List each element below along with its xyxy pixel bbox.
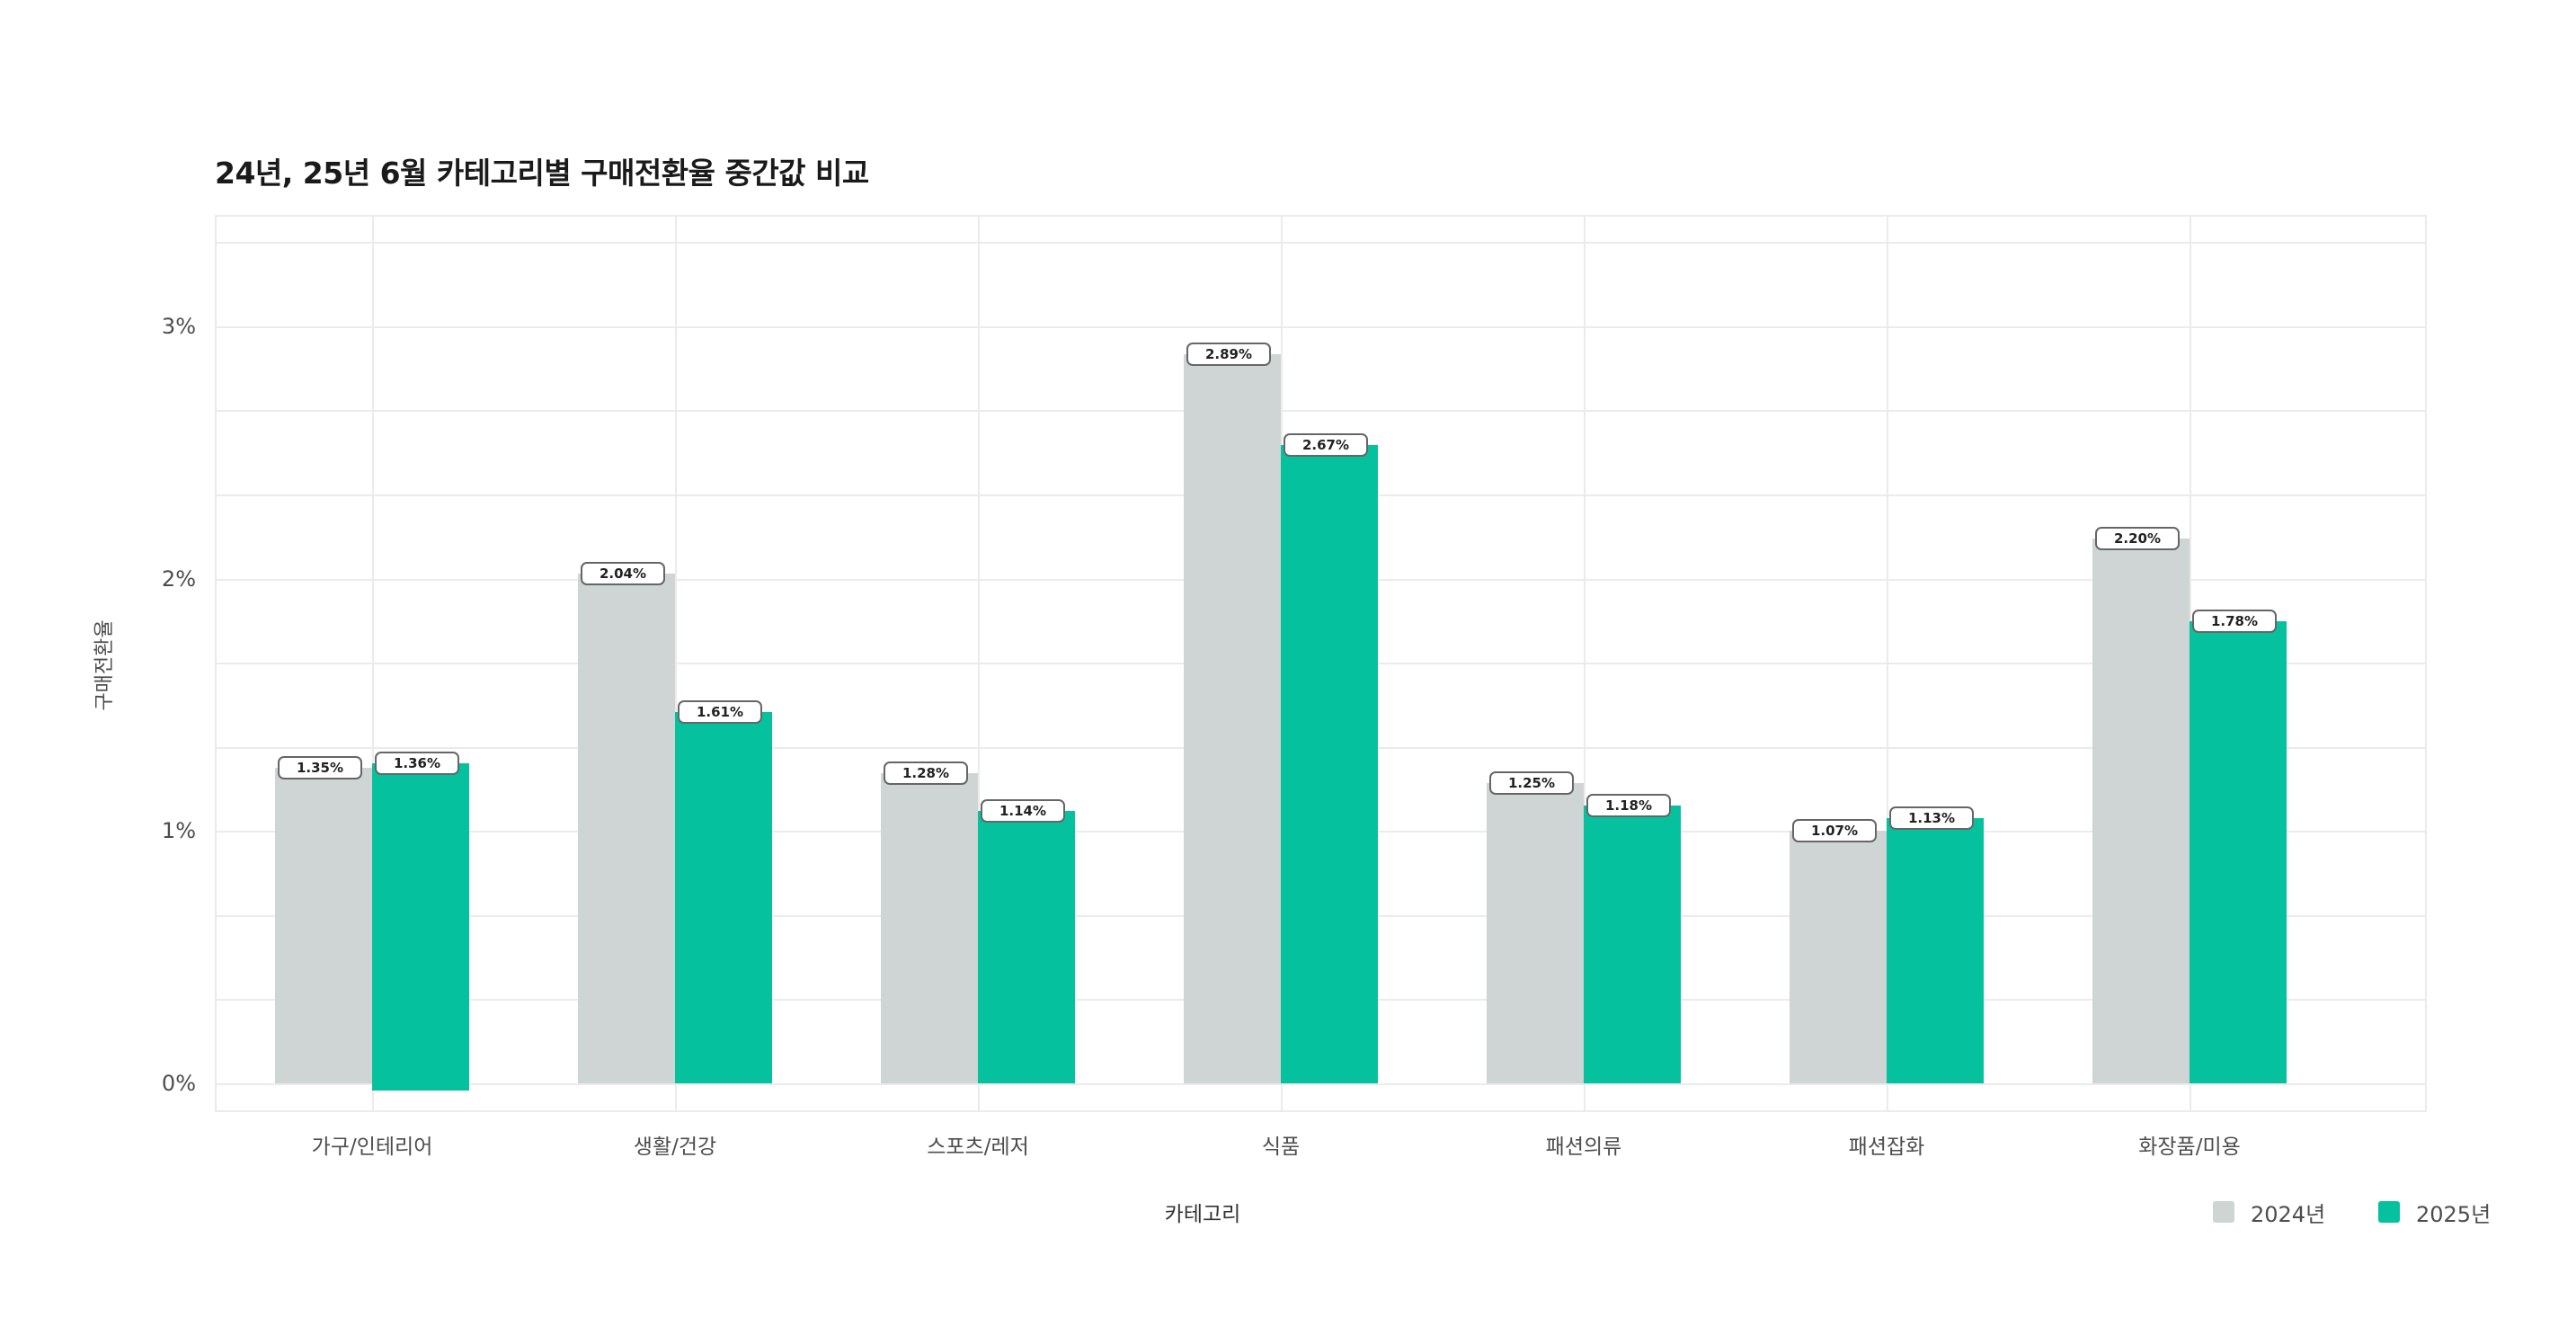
value-label: 2.89%	[1186, 342, 1271, 366]
y-axis-title: 구매전환율	[93, 619, 116, 711]
legend-label-2024: 2024년	[2251, 1201, 2326, 1227]
h-gridline	[217, 1083, 2425, 1085]
h-gridline	[217, 242, 2425, 245]
bar-2024[interactable]	[1790, 831, 1887, 1083]
v-gridline	[1584, 217, 1586, 1110]
x-tick-label: 패션의류	[1545, 1135, 1622, 1159]
v-gridline	[372, 217, 374, 1110]
x-tick-label: 생활/건강	[633, 1135, 717, 1159]
value-label: 2.67%	[1284, 432, 1368, 457]
value-label: 1.35%	[278, 756, 362, 780]
bar-2024[interactable]	[1487, 782, 1584, 1083]
value-label: 1.18%	[1586, 794, 1671, 818]
x-tick-label: 스포츠/레저	[927, 1135, 1029, 1159]
bar-2024[interactable]	[578, 573, 675, 1083]
h-gridline	[217, 410, 2425, 413]
value-label: 1.13%	[1889, 806, 1974, 831]
legend-label-2025: 2025년	[2416, 1201, 2492, 1227]
x-tick-label: 화장품/미용	[2138, 1135, 2241, 1159]
value-label: 1.61%	[678, 700, 762, 725]
bar-2024[interactable]	[275, 768, 372, 1083]
legend-item-2024[interactable]: 2024년	[2213, 1201, 2325, 1227]
bar-2025[interactable]	[1584, 806, 1681, 1083]
value-label: 1.28%	[884, 761, 968, 785]
value-label: 1.36%	[375, 751, 459, 775]
y-tick-label: 2%	[161, 565, 196, 592]
value-label: 1.78%	[2192, 610, 2277, 634]
bar-2025[interactable]	[2190, 621, 2287, 1083]
x-tick-label: 패션잡화	[1848, 1135, 1925, 1159]
v-gridline	[978, 217, 980, 1110]
bar-2024[interactable]	[1184, 353, 1281, 1083]
bar-2025[interactable]	[372, 762, 469, 1091]
y-tick-label: 0%	[161, 1071, 196, 1096]
bar-2025[interactable]	[1281, 444, 1378, 1083]
legend-item-2025[interactable]: 2025년	[2378, 1201, 2491, 1227]
x-tick-label: 가구/인테리어	[311, 1135, 433, 1159]
legend-swatch-2025	[2378, 1201, 2400, 1223]
h-gridline	[217, 325, 2425, 328]
value-label: 1.25%	[1489, 770, 1574, 795]
bar-2025[interactable]	[1887, 818, 1984, 1083]
y-tick-label: 1%	[161, 818, 196, 844]
legend-swatch-2024	[2213, 1201, 2234, 1223]
bar-2024[interactable]	[2092, 538, 2190, 1083]
x-axis-title: 카테고리	[1164, 1203, 1241, 1226]
value-label: 1.14%	[981, 798, 1065, 823]
x-tick-label: 식품	[1261, 1135, 1301, 1159]
value-label: 1.07%	[1792, 819, 1877, 843]
v-gridline	[1887, 217, 1888, 1110]
bar-2024[interactable]	[881, 772, 978, 1083]
value-label: 2.04%	[581, 561, 665, 585]
chart-title: 24년, 25년 6월 카테고리별 구매전환율 중간값 비교	[215, 156, 869, 191]
value-label: 2.20%	[2095, 526, 2180, 550]
bar-2025[interactable]	[978, 810, 1075, 1083]
v-gridline	[675, 217, 677, 1110]
bar-2025[interactable]	[675, 712, 772, 1083]
y-tick-label: 3%	[161, 313, 196, 339]
